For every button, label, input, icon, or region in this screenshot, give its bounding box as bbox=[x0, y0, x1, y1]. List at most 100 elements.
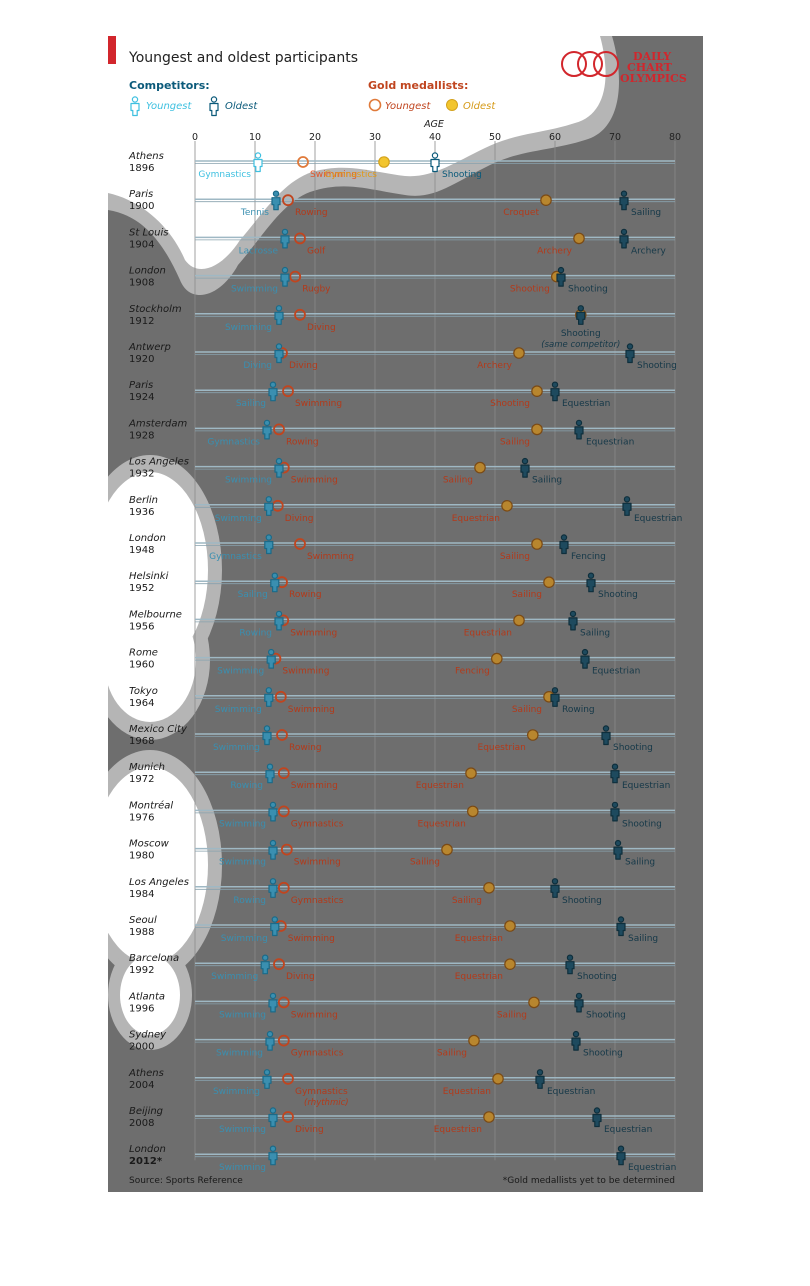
competitor-youngest-sport: Rowing bbox=[239, 628, 272, 638]
medal-youngest-marker bbox=[277, 805, 290, 818]
legend-medal-youngest: Youngest bbox=[385, 101, 432, 112]
medal-oldest-marker bbox=[526, 729, 539, 741]
medal-youngest-marker bbox=[294, 232, 306, 245]
medal-youngest-marker bbox=[294, 308, 306, 321]
competitor-oldest-icon bbox=[622, 496, 632, 516]
medal-oldest-marker bbox=[540, 194, 552, 206]
games-city: Athens bbox=[128, 1068, 164, 1079]
olympic-rings-icon bbox=[561, 51, 619, 77]
x-tick-label: 10 bbox=[249, 132, 261, 143]
competitor-oldest-sport: Shooting bbox=[577, 972, 617, 982]
competitor-oldest-icon bbox=[619, 190, 629, 211]
medal-youngest-marker bbox=[277, 767, 290, 780]
games-year: 1968 bbox=[129, 736, 154, 747]
games-city: Berlin bbox=[129, 495, 158, 506]
games-year: 2004 bbox=[129, 1080, 154, 1091]
competitor-youngest-icon bbox=[268, 1107, 278, 1128]
competitor-oldest-icon bbox=[616, 1145, 626, 1166]
games-city: Barcelona bbox=[129, 953, 179, 964]
legend-competitor-oldest: Oldest bbox=[225, 101, 258, 112]
competitor-youngest-sport: Sailing bbox=[238, 590, 268, 600]
medal-youngest-sport: Gymnastics bbox=[291, 1049, 344, 1059]
competitor-youngest-icon bbox=[266, 648, 276, 669]
medal-youngest-marker bbox=[277, 996, 290, 1009]
competitor-youngest-icon bbox=[270, 916, 280, 937]
medal-youngest-sport: Golf bbox=[307, 246, 326, 256]
legend-competitor-oldest-icon bbox=[209, 96, 219, 117]
competitor-oldest-icon bbox=[574, 419, 584, 440]
medal-oldest-marker bbox=[483, 881, 495, 894]
competitor-youngest-icon bbox=[268, 878, 278, 898]
medal-oldest-marker bbox=[513, 614, 525, 627]
logo-line-2: CHART bbox=[627, 61, 673, 74]
competitor-oldest-icon bbox=[550, 878, 560, 898]
medal-oldest-sport: Sailing bbox=[512, 705, 542, 715]
medal-oldest-sport: Equestrian bbox=[455, 934, 503, 944]
competitor-youngest-icon bbox=[268, 801, 278, 822]
medal-oldest-marker bbox=[513, 347, 525, 359]
games-city: Stockholm bbox=[129, 304, 182, 315]
medal-oldest-marker bbox=[466, 805, 479, 818]
competitor-oldest-icon bbox=[610, 763, 620, 784]
competitor-youngest-icon bbox=[271, 190, 281, 211]
medal-youngest-marker bbox=[273, 423, 285, 436]
competitor-oldest-icon bbox=[430, 152, 440, 173]
medal-oldest-marker bbox=[573, 232, 585, 245]
games-year: 1980 bbox=[129, 851, 154, 862]
competitor-youngest-sport: Swimming bbox=[231, 285, 278, 295]
competitor-oldest-sport: Shooting bbox=[561, 329, 601, 339]
medal-youngest-marker bbox=[282, 194, 294, 207]
competitor-youngest-sport: Swimming bbox=[215, 705, 262, 715]
games-city: Antwerp bbox=[128, 342, 171, 353]
competitor-youngest-sport: Swimming bbox=[211, 972, 258, 982]
competitor-oldest-icon bbox=[610, 801, 620, 822]
competitor-youngest-sport: Gymnastics bbox=[207, 437, 260, 447]
medal-youngest-marker bbox=[282, 1111, 294, 1123]
games-city: Munich bbox=[129, 762, 165, 773]
medal-youngest-note: (rhythmic) bbox=[304, 1098, 349, 1108]
medal-oldest-marker bbox=[531, 423, 543, 436]
medal-youngest-marker bbox=[282, 385, 294, 398]
competitor-oldest-icon bbox=[580, 648, 590, 669]
games-year: 1996 bbox=[129, 1003, 154, 1014]
logo-line-1: DAILY bbox=[633, 50, 671, 63]
competitor-oldest-icon bbox=[601, 725, 611, 746]
medal-oldest-sport: Equestrian bbox=[434, 1125, 482, 1135]
medal-youngest-marker bbox=[280, 843, 293, 856]
medal-oldest-marker bbox=[465, 767, 477, 779]
medal-oldest-marker bbox=[501, 499, 513, 512]
games-year: 1964 bbox=[129, 698, 154, 709]
source-note: Source: Sports Reference bbox=[129, 1176, 243, 1186]
competitor-youngest-icon bbox=[280, 266, 290, 287]
medal-youngest-marker bbox=[277, 881, 290, 894]
medal-youngest-sport: Swimming bbox=[288, 705, 335, 715]
games-year: 1920 bbox=[129, 354, 154, 365]
competitor-oldest-icon bbox=[586, 572, 596, 593]
legend-medal-youngest-marker bbox=[368, 98, 382, 112]
legend-competitor-youngest-icon bbox=[130, 96, 140, 117]
games-year: 1900 bbox=[129, 201, 154, 212]
medal-youngest-marker bbox=[297, 156, 309, 168]
games-city: Los Angeles bbox=[129, 877, 189, 888]
competitor-youngest-sport: Swimming bbox=[219, 1010, 266, 1020]
medal-youngest-marker bbox=[282, 1072, 294, 1085]
competitor-oldest-icon bbox=[574, 992, 584, 1013]
medal-youngest-sport: Swimming bbox=[295, 399, 342, 409]
games-city: Helsinki bbox=[129, 571, 169, 582]
medal-oldest-marker bbox=[378, 156, 390, 168]
medal-youngest-sport: Diving bbox=[285, 514, 314, 524]
medal-youngest-sport: Swimming bbox=[291, 1010, 338, 1020]
medal-youngest-sport: Rowing bbox=[295, 208, 328, 218]
x-axis-label: AGE bbox=[423, 119, 444, 130]
